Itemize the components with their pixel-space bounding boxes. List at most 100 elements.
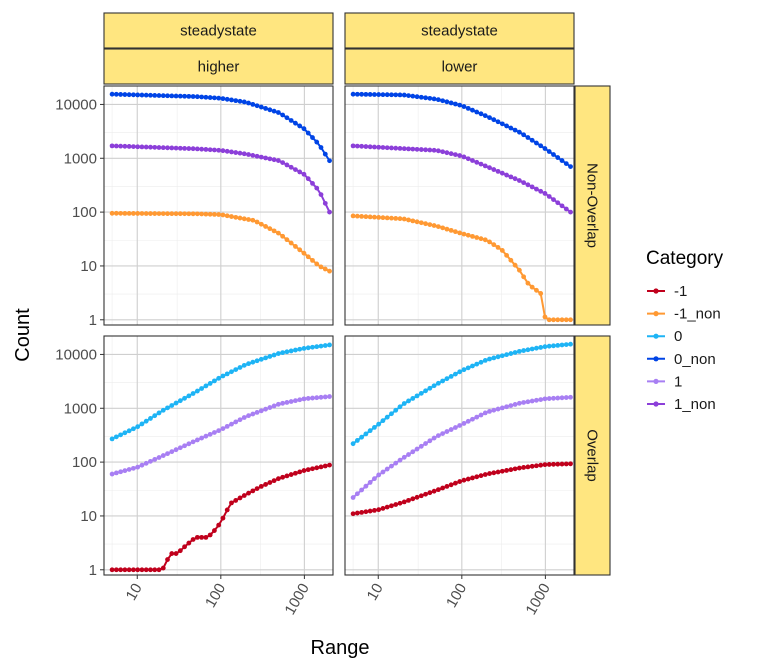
legend-label: 0 (674, 328, 682, 345)
data-point (418, 94, 424, 100)
data-point (444, 99, 450, 105)
data-point (267, 405, 273, 410)
data-point (444, 376, 450, 382)
data-point (444, 226, 450, 232)
data-point (233, 150, 239, 155)
data-point (440, 98, 446, 104)
data-point (165, 405, 170, 411)
legend-title: Category (646, 248, 724, 269)
data-point (220, 373, 226, 379)
data-point (199, 386, 205, 391)
data-point (359, 143, 365, 149)
data-point (504, 123, 509, 129)
data-point (293, 244, 298, 249)
data-point (280, 112, 286, 118)
data-point (194, 437, 200, 443)
data-point (156, 410, 162, 416)
data-point (551, 197, 556, 203)
data-point (126, 428, 132, 434)
data-point (534, 345, 539, 351)
data-point (224, 371, 230, 377)
data-point (470, 475, 475, 481)
data-point (216, 147, 222, 153)
data-point (207, 147, 213, 153)
data-point (241, 415, 247, 420)
data-point (216, 428, 222, 434)
data-point (275, 230, 281, 236)
data-point (495, 354, 501, 360)
legend-entries: -1 -1_non 0 0_non 1 1_non (647, 283, 721, 413)
data-point (207, 532, 213, 538)
data-point (254, 219, 260, 225)
legend-key-point (653, 288, 659, 294)
data-point (516, 348, 522, 354)
data-point (109, 567, 115, 573)
data-point (525, 182, 531, 188)
data-point (267, 354, 273, 359)
data-point (203, 94, 209, 100)
data-point (237, 365, 243, 370)
data-point (380, 145, 386, 150)
data-point (555, 461, 561, 467)
legend-entry--1_non: -1_non (647, 306, 721, 323)
data-point (448, 427, 454, 432)
data-point (354, 213, 360, 219)
data-point (177, 398, 183, 404)
data-point (109, 471, 115, 477)
data-point (212, 211, 217, 217)
data-point (474, 474, 480, 480)
data-point (461, 154, 467, 160)
data-point (267, 156, 273, 162)
data-point (406, 93, 411, 99)
data-point (190, 537, 196, 542)
data-point (551, 343, 556, 349)
data-point (275, 110, 281, 115)
data-point (318, 264, 324, 270)
data-point (376, 92, 382, 97)
data-point (280, 400, 286, 406)
data-point (122, 567, 128, 573)
data-point (380, 92, 386, 98)
data-point (156, 567, 162, 573)
data-point (448, 482, 454, 488)
data-point (504, 468, 509, 473)
data-point (406, 497, 411, 503)
data-point (487, 471, 492, 476)
data-point (423, 221, 428, 227)
data-point (350, 143, 356, 149)
data-point (512, 176, 518, 182)
data-point (288, 118, 294, 123)
data-point (233, 498, 239, 503)
data-point (521, 400, 527, 405)
data-point (559, 395, 565, 401)
data-point (568, 317, 573, 323)
data-point (384, 466, 390, 472)
data-point (546, 462, 552, 467)
data-point (182, 211, 187, 217)
data-point (521, 180, 527, 186)
data-point (487, 115, 492, 121)
data-point (525, 347, 531, 353)
strip-box (574, 85, 611, 326)
data-point (367, 428, 373, 434)
data-point (546, 317, 552, 323)
data-point (491, 355, 497, 361)
data-point (372, 425, 377, 430)
data-point (139, 211, 145, 216)
data-point (427, 95, 433, 101)
data-point (529, 463, 535, 469)
data-point (401, 146, 407, 152)
data-point (207, 95, 213, 100)
legend-entry--1: -1 (647, 283, 687, 300)
data-point (113, 210, 119, 216)
data-point (491, 117, 497, 123)
data-point (156, 145, 162, 150)
data-point (186, 393, 192, 399)
data-point (237, 417, 243, 423)
data-point (538, 345, 544, 350)
data-point (271, 157, 277, 163)
legend-label: 0_non (674, 351, 716, 368)
data-point (495, 406, 501, 412)
data-point (367, 144, 373, 150)
data-point (250, 488, 256, 494)
